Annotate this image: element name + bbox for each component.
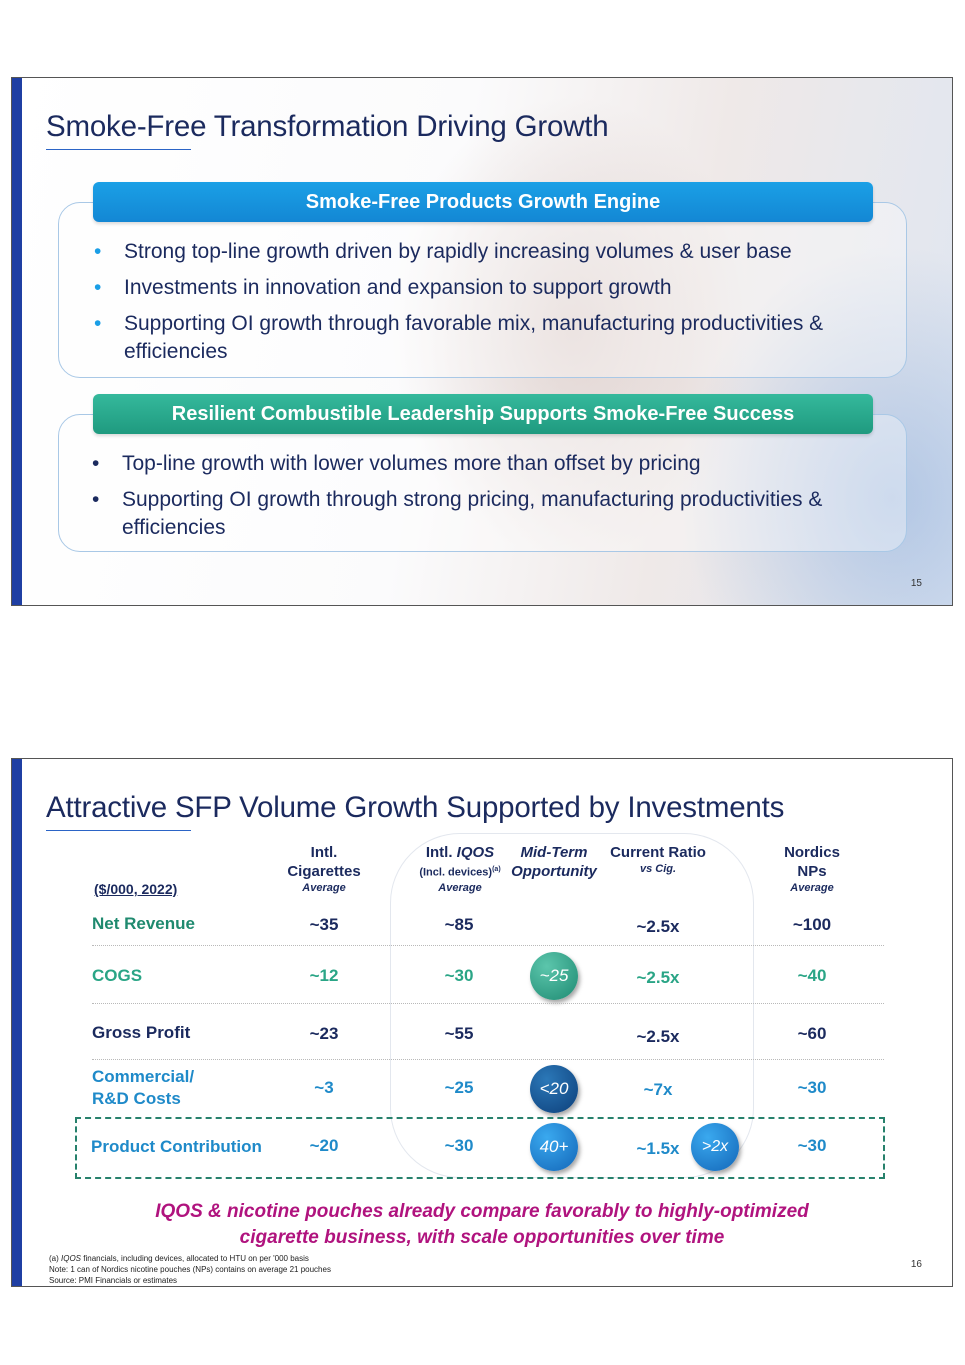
- combustible-banner: Resilient Combustible Leadership Support…: [93, 394, 873, 434]
- key-takeaway: IQOS & nicotine pouches already compare …: [155, 1201, 809, 1248]
- cell-cig: ~20: [309, 1136, 339, 1155]
- row-label-cogs: COGS: [92, 966, 143, 985]
- cell-nordics: ~100: [792, 915, 832, 934]
- footnote-a: (a) IQOS financials, including devices, …: [49, 1254, 309, 1263]
- cell-iqos: ~30: [444, 1136, 474, 1155]
- cell-cig: ~23: [309, 1024, 339, 1043]
- row-divider: [92, 1003, 884, 1004]
- row-label-commercial-rd: Commercial/ R&D Costs: [92, 1067, 195, 1108]
- midterm-cogs-badge: ~25: [530, 952, 578, 1000]
- slide-title: Smoke-Free Transformation Driving Growth: [46, 110, 609, 143]
- slide-15: Smoke-Free Transformation Driving Growth…: [11, 77, 953, 606]
- footnote-note: Note: 1 can of Nordics nicotine pouches …: [49, 1265, 331, 1274]
- units-label: ($/000, 2022): [94, 881, 178, 897]
- list-item: • Supporting OI growth through strong pri…: [92, 488, 823, 539]
- cell-ratio: ~7x: [643, 1080, 673, 1099]
- growth-engine-bullets: • Strong top-line growth driven by rapidl…: [92, 238, 902, 374]
- cell-nordics: ~60: [797, 1024, 827, 1043]
- bullet-icon: •: [94, 276, 102, 299]
- footnotes: (a) IQOS financials, including devices, …: [49, 1253, 331, 1286]
- slide-accent-bar: [12, 78, 22, 605]
- page-number: 16: [910, 1259, 922, 1270]
- combustible-bullets: • Top-line growth with lower volumes more…: [90, 450, 900, 550]
- header-mid-term-opportunity: Mid-Term Opportunity: [511, 844, 597, 880]
- cell-iqos: ~25: [444, 1078, 474, 1097]
- cell-ratio: ~2.5x: [636, 1027, 680, 1046]
- row-divider: [92, 1059, 884, 1060]
- list-item: • Top-line growth with lower volumes more…: [90, 450, 900, 478]
- cell-ratio: ~1.5x: [636, 1139, 680, 1158]
- product-contribution-highlight: [75, 1117, 885, 1179]
- list-item: • Supporting OI growth through favorable …: [94, 312, 824, 363]
- header-intl-iqos: Intl. IQOS (Incl. devices)(a) Average: [419, 844, 501, 894]
- title-underline: [46, 830, 191, 831]
- header-current-ratio: Current Ratio vs Cig.: [610, 844, 706, 875]
- row-label-product-contribution: Product Contribution: [91, 1137, 262, 1156]
- slide-16: Attractive SFP Volume Growth Supported b…: [11, 758, 953, 1287]
- header-intl-cigarettes: Intl. Cigarettes Average: [287, 844, 361, 894]
- cell-iqos: ~85: [444, 915, 474, 934]
- row-label-gross-profit: Gross Profit: [92, 1023, 191, 1042]
- list-item: • Investments in innovation and expansion…: [92, 274, 902, 302]
- midterm-costs-badge: <20: [530, 1065, 578, 1113]
- ratio-growth-badge: >2x: [691, 1123, 739, 1171]
- combustible-panel: [58, 414, 907, 552]
- midterm-contribution-badge: 40+: [530, 1123, 578, 1171]
- slide-title: Attractive SFP Volume Growth Supported b…: [46, 791, 785, 824]
- cell-nordics: ~40: [797, 966, 827, 985]
- bullet-icon: •: [92, 488, 100, 511]
- cell-cig: ~12: [309, 966, 339, 985]
- cell-iqos: ~55: [444, 1024, 474, 1043]
- cell-iqos: ~30: [444, 966, 474, 985]
- list-item: • Strong top-line growth driven by rapidl…: [92, 238, 902, 266]
- growth-engine-panel: [58, 202, 907, 378]
- row-divider: [92, 945, 884, 946]
- cell-cig: ~3: [314, 1078, 334, 1097]
- row-label-net-revenue: Net Revenue: [92, 914, 195, 933]
- page-number: 15: [910, 578, 922, 589]
- cell-ratio: ~2.5x: [636, 917, 680, 936]
- cell-nordics: ~30: [797, 1078, 827, 1097]
- cell-cig: ~35: [309, 915, 339, 934]
- slide-accent-bar: [12, 759, 22, 1286]
- bullet-icon: •: [94, 312, 102, 335]
- bullet-icon: •: [94, 240, 102, 263]
- header-nordics-nps: Nordics NPs Average: [784, 844, 840, 894]
- bullet-icon: •: [92, 452, 100, 475]
- footnote-source: Source: PMI Financials or estimates: [49, 1276, 178, 1285]
- title-underline: [46, 149, 191, 150]
- cell-nordics: ~30: [797, 1136, 827, 1155]
- growth-engine-banner: Smoke-Free Products Growth Engine: [93, 182, 873, 222]
- cell-ratio: ~2.5x: [636, 968, 680, 987]
